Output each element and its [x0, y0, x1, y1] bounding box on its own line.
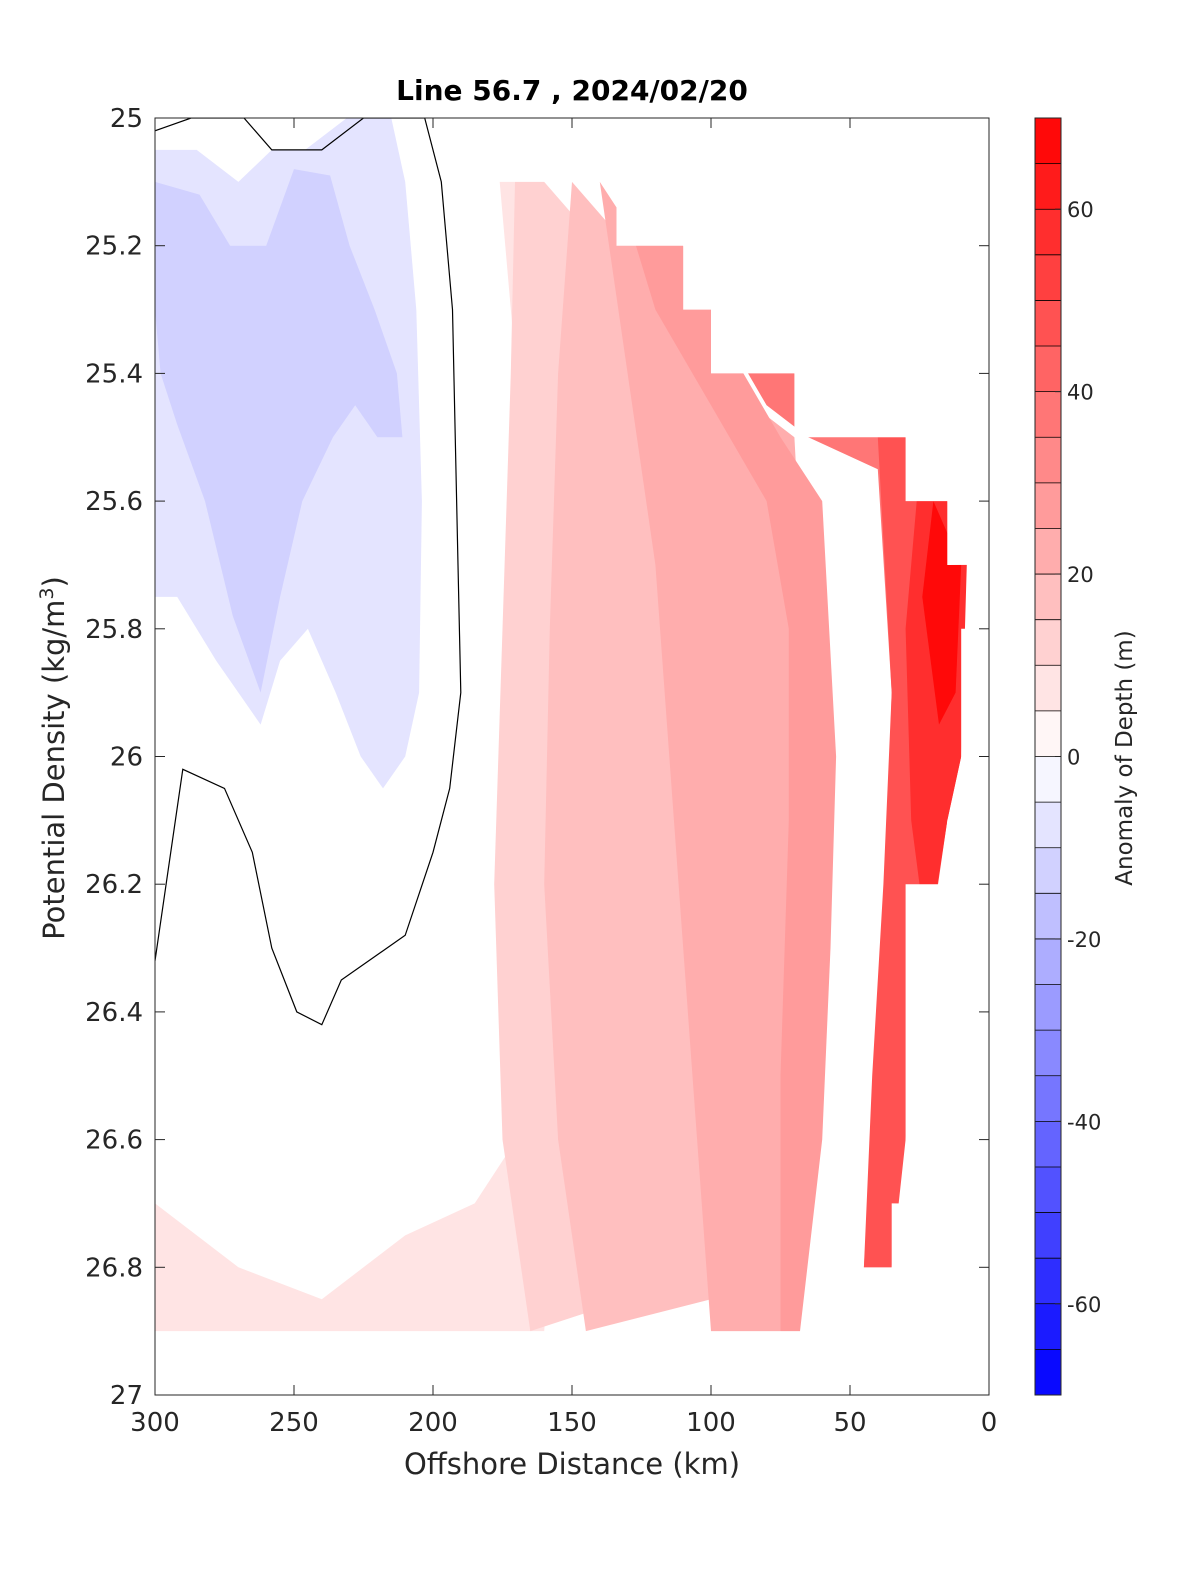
y-axis-label: Potential Density (kg/m3) [36, 576, 71, 940]
y-tick-label: 25.2 [85, 232, 143, 262]
colorbar-swatch [1035, 938, 1061, 986]
y-tick-label: 25.8 [85, 615, 143, 645]
colorbar-swatch [1035, 209, 1061, 256]
x-tick-label: 50 [833, 1408, 866, 1438]
anomaly-field [155, 118, 967, 1332]
colorbar-tick-label: -20 [1067, 928, 1101, 952]
colorbar-label: Anomaly of Depth (m) [1112, 630, 1138, 885]
y-tick-label: 26.8 [85, 1253, 143, 1283]
x-tick-label: 100 [686, 1408, 736, 1438]
colorbar-swatch [1035, 756, 1061, 803]
colorbar-swatch [1035, 619, 1061, 666]
colorbar-swatch [1035, 984, 1061, 1031]
x-tick-label: 250 [269, 1408, 319, 1438]
zero-contour [155, 118, 462, 1026]
y-tick-label: 26.2 [85, 870, 143, 900]
y-tick-label: 25 [110, 104, 143, 134]
y-tick-label: 25.6 [85, 487, 143, 517]
colorbar-swatch [1035, 118, 1061, 165]
x-tick-label: 200 [408, 1408, 458, 1438]
colorbar: 60 40 20 0 -20 -40 -60 Anomaly of Depth (m) [1034, 117, 1138, 1396]
colorbar-swatches [1035, 118, 1061, 1396]
colorbar-swatch [1035, 1258, 1061, 1305]
colorbar-tick-label: 40 [1067, 381, 1094, 405]
plot-area: 300 250 200 150 100 50 0 2525.225.425.625.8262… [85, 104, 997, 1438]
x-axis-label: Offshore Distance (km) [404, 1447, 740, 1481]
colorbar-tick-label: 60 [1067, 198, 1094, 222]
colorbar-ticks: 60 40 20 0 -20 -40 -60 [1055, 198, 1101, 1317]
colorbar-swatch [1035, 528, 1061, 575]
x-tick-label: 150 [547, 1408, 597, 1438]
colorbar-swatch [1035, 163, 1061, 210]
nearshore-no-data [488, 118, 989, 1395]
colorbar-swatch [1035, 1303, 1061, 1350]
colorbar-swatch [1035, 665, 1061, 712]
colorbar-swatch [1035, 482, 1061, 529]
y-axis-label-close: ) [37, 576, 71, 587]
colorbar-swatch [1035, 802, 1061, 849]
colorbar-swatch [1035, 1121, 1061, 1168]
colorbar-swatch [1035, 574, 1061, 621]
colorbar-swatch [1035, 1212, 1061, 1259]
colorbar-swatch [1035, 1166, 1061, 1214]
colorbar-tick-label: 20 [1067, 563, 1094, 587]
y-tick-label: 25.4 [85, 359, 143, 389]
y-axis-ticks: 25 25.2 25.4 25.6 25.8 26 26.2 26.4 26.6 26.8 27 [85, 104, 989, 1411]
anomaly-region-3 [155, 169, 403, 693]
x-axis-ticks: 300 250 200 150 100 50 0 [130, 118, 997, 1438]
colorbar-swatch [1035, 893, 1061, 940]
colorbar-swatch [1035, 300, 1061, 347]
y-axis-label-superscript: 3 [36, 587, 58, 599]
colorbar-swatch [1035, 254, 1061, 301]
y-tick-label: 26 [110, 743, 143, 773]
x-tick-label: 300 [130, 1408, 180, 1438]
colorbar-swatch [1035, 391, 1061, 438]
colorbar-tick-label: -40 [1067, 1110, 1101, 1134]
y-tick-label: 27 [110, 1381, 143, 1411]
colorbar-swatch [1035, 437, 1061, 484]
y-axis-label-main: Potential Density (kg/m [37, 600, 71, 940]
y-tick-label: 26.6 [85, 1126, 143, 1156]
colorbar-swatch [1035, 1030, 1061, 1077]
colorbar-swatch [1035, 1349, 1061, 1396]
colorbar-swatch [1035, 710, 1061, 757]
no-data-mask [488, 118, 989, 1395]
colorbar-swatch [1035, 847, 1061, 894]
zero-contour-line [155, 118, 462, 1026]
colorbar-swatch [1035, 346, 1061, 393]
colorbar-tick-label: 0 [1067, 746, 1080, 770]
anomaly-region-9 [616, 181, 837, 1332]
colorbar-swatch [1035, 1075, 1061, 1122]
chart-title: Line 56.7 , 2024/02/20 [396, 74, 748, 107]
colorbar-tick-label: -60 [1067, 1293, 1101, 1317]
y-tick-label: 26.4 [85, 998, 143, 1028]
x-tick-label: 0 [981, 1408, 998, 1438]
